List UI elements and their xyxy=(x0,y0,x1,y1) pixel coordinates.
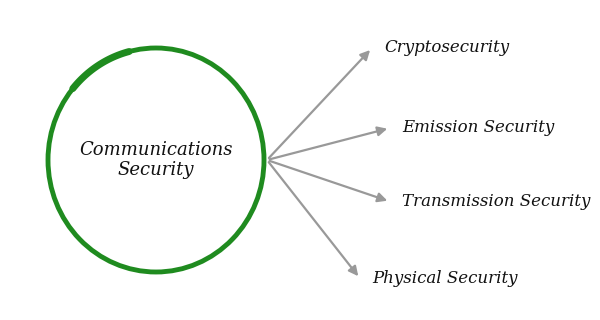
Text: Transmission Security: Transmission Security xyxy=(402,193,590,210)
FancyArrowPatch shape xyxy=(269,162,357,274)
FancyArrowPatch shape xyxy=(269,52,368,158)
FancyArrowPatch shape xyxy=(269,161,385,201)
Text: Emission Security: Emission Security xyxy=(402,119,554,137)
Text: Communications
Security: Communications Security xyxy=(79,140,233,180)
FancyArrowPatch shape xyxy=(269,128,385,159)
Text: Physical Security: Physical Security xyxy=(372,270,517,287)
Text: Cryptosecurity: Cryptosecurity xyxy=(384,39,509,57)
